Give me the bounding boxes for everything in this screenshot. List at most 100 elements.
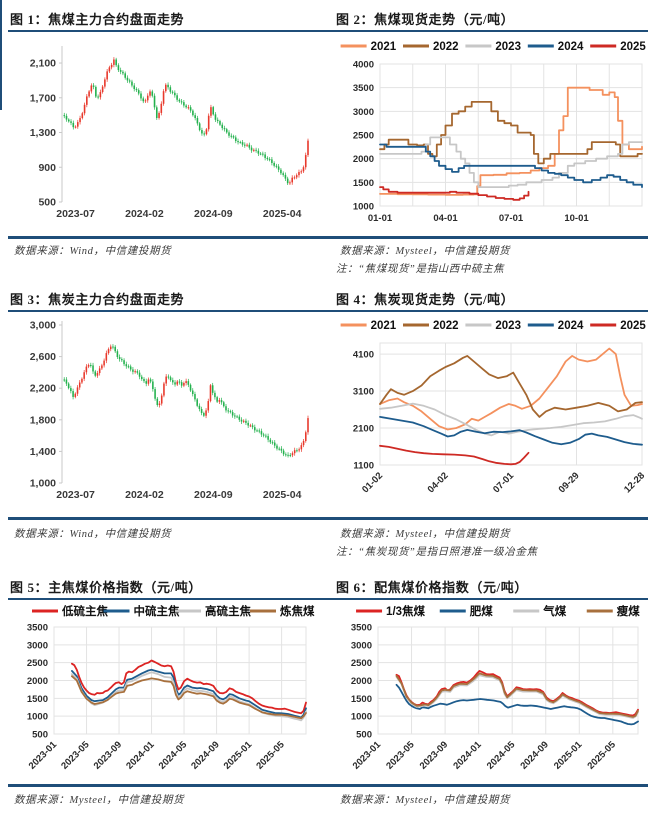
series-1/3焦煤 [395,670,639,717]
y-tick-label: 3,000 [30,320,56,332]
legend-label: 炼焦煤 [280,604,315,618]
x-tick-label: 2024-01 [451,739,484,772]
candles [63,57,309,186]
series-低硫主焦 [71,659,307,715]
row3-title-rule [8,598,648,600]
y-tick-label: 1000 [351,712,372,723]
fig3-title: 图 3：焦炭主力合约盘面走势 [10,292,185,307]
y-tick-label: 900 [38,162,56,174]
fig2-title: 图 2：焦煤现货走势（元/吨） [336,12,515,27]
legend-label: 2021 [371,320,397,332]
x-tick-label: 2025-05 [586,739,619,772]
legend-label: 2025 [620,41,646,53]
legend-label: 气煤 [542,604,566,618]
fig6-source: 数据来源：Mysteel，中信建投期货 [340,795,511,806]
x-tick-label: 2024-01 [124,739,157,772]
y-tick-label: 4000 [353,60,374,71]
x-tick-label: 2023-05 [59,739,92,772]
axis-lines [59,46,63,203]
x-tick-label: 2024-05 [485,739,518,772]
fig4-line-chart: 1100 2100 3100 4100 01-02 04-02 07-01 09-29 12-2… [340,320,647,495]
x-tick-label: 10-01 [564,213,589,224]
y-tick-label: 3500 [353,83,374,94]
y-tick-label: 1100 [353,461,374,472]
x-tick-label: 2023-09 [92,739,124,771]
row1-bottom-rule [8,236,648,239]
y-tick-label: 1500 [27,694,48,705]
fig5-source: 数据来源：Mysteel，中信建投期货 [14,795,185,806]
row2-bottom-rule [8,517,648,520]
fig5-title: 图 5：主焦煤价格指数（元/吨） [10,580,202,595]
x-tick-label: 01-02 [360,470,385,495]
row3-bottom-rule [8,784,648,787]
series-2023 [379,402,643,437]
x-tick-label: 2023-01 [27,739,60,772]
x-tick-label: 07-01 [491,470,516,495]
y-tick-label: 2,200 [30,383,56,395]
y-tick-label: 1500 [351,694,372,705]
y-tick-label: 1,800 [30,414,56,426]
y-tick-label: 2500 [27,658,48,669]
legend-label: 2025 [620,320,646,332]
y-tick-label: 2,100 [30,58,56,70]
legend-label: 中硫主焦 [134,604,180,618]
grid [53,626,307,735]
y-tick-label: 1000 [353,202,374,213]
y-tick-label: 500 [32,730,48,741]
x-tick-label: 2025-04 [263,489,302,501]
y-tick-label: 1,700 [30,92,56,104]
x-tick-label: 2023-01 [351,739,384,772]
x-tick-label: 2023-09 [418,739,450,771]
legend: 2021 2022 2023 2024 2025 [340,320,646,332]
x-tick-label: 07-01 [499,213,524,224]
x-tick-label: 2024-09 [194,489,233,501]
y-tick-label: 500 [356,730,372,741]
series-瘦煤 [395,672,639,718]
y-tick-label: 3500 [27,623,48,634]
y-tick-label: 1,300 [30,127,56,139]
grid [379,63,643,207]
y-tick-label: 500 [38,197,56,209]
fig1-source: 数据来源：Wind，中信建投期货 [14,246,172,257]
y-tick-label: 2500 [353,131,374,142]
x-tick-label: 04-02 [426,470,451,495]
x-tick-label: 2024-09 [189,739,221,771]
series-炼焦煤 [71,675,307,720]
x-tick-label: 2024-05 [157,739,190,772]
series-中硫主焦 [71,668,307,719]
fig4-source: 数据来源：Mysteel，中信建投期货 [340,529,511,540]
fig2-note: 注：“焦煤现货”是指山西中硫主焦 [336,264,505,275]
legend-label: 肥煤 [470,604,493,618]
y-tick-label: 2000 [353,154,374,165]
series-2024 [379,416,643,446]
fig4-title: 图 4：焦炭现货走势（元/吨） [336,292,515,307]
candles [63,344,309,458]
y-tick-label: 1500 [353,178,374,189]
x-tick-label: 2025-04 [263,208,302,220]
y-tick-label: 1000 [27,712,48,723]
y-tick-label: 3500 [351,623,372,634]
x-tick-label: 2024-02 [125,489,164,501]
series-2022 [379,101,643,165]
x-tick-label: 2025-01 [222,739,255,772]
y-tick-label: 1,400 [30,446,56,458]
row2-title-rule [8,310,648,312]
legend-label: 低硫主焦 [61,604,108,618]
y-tick-label: 1,000 [30,478,56,490]
page-edge-line [0,0,2,110]
fig3-candlestick-chart: 1,000 1,400 1,800 2,200 2,600 3,000 2023-07 202… [30,320,309,501]
fig1-title: 图 1：焦煤主力合约盘面走势 [10,12,185,27]
y-tick-label: 2100 [353,424,374,435]
y-tick-label: 2500 [351,658,372,669]
x-tick-label: 09-29 [557,470,582,495]
legend-label: 2024 [558,41,584,53]
x-tick-label: 12-28 [622,470,647,495]
axis-lines [59,321,63,484]
legend: 1/3焦煤 肥煤 气煤 瘦煤 [356,604,640,618]
series-2025 [379,444,530,466]
fig4-note: 注：“焦炭现货”是指日照港准一级冶金焦 [336,547,538,558]
y-tick-label: 3000 [353,107,374,118]
legend-label: 2023 [495,320,521,332]
